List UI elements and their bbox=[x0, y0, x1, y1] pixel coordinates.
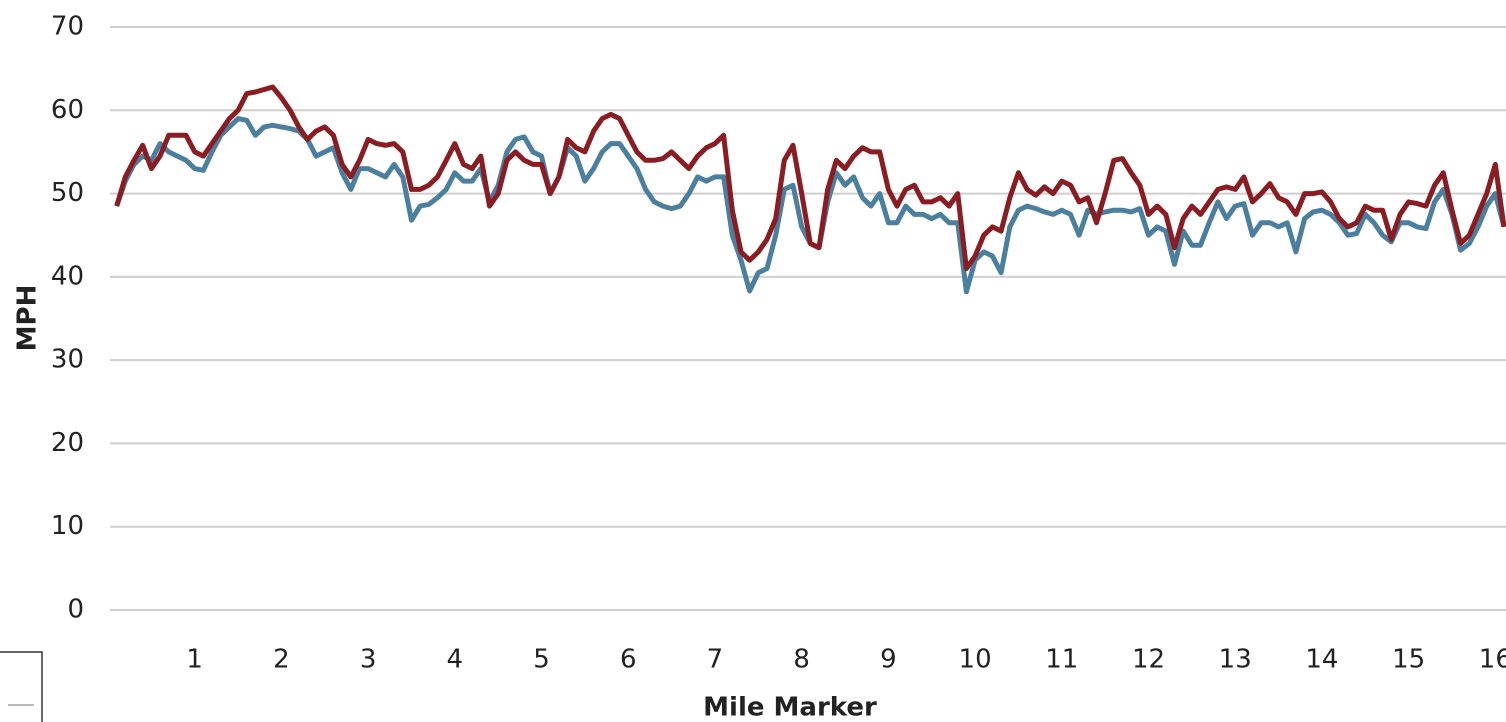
series-line bbox=[114, 116, 1506, 295]
y-axis-title: MPH bbox=[13, 285, 43, 352]
series-line bbox=[114, 84, 1506, 271]
y-tick-label: 60 bbox=[51, 95, 84, 125]
y-tick-label: 0 bbox=[67, 595, 84, 625]
y-tick-label: 20 bbox=[51, 428, 84, 458]
x-tick-label: 7 bbox=[707, 645, 724, 675]
x-tick-label: 12 bbox=[1132, 645, 1165, 675]
x-tick-label: 6 bbox=[620, 645, 637, 675]
x-tick-label: 13 bbox=[1219, 645, 1252, 675]
y-tick-label: 40 bbox=[51, 261, 84, 291]
x-tick-label: 4 bbox=[447, 645, 464, 675]
x-tick-label: 15 bbox=[1392, 645, 1425, 675]
y-tick-label: 70 bbox=[51, 12, 84, 42]
x-tick-label: 9 bbox=[880, 645, 897, 675]
x-tick-label: 11 bbox=[1045, 645, 1078, 675]
x-tick-label: 14 bbox=[1305, 645, 1338, 675]
x-tick-label: 3 bbox=[360, 645, 377, 675]
y-tick-label: 10 bbox=[51, 511, 84, 541]
legend-frame bbox=[0, 651, 43, 722]
x-tick-label: 16 bbox=[1479, 645, 1506, 675]
x-tick-label: 2 bbox=[273, 645, 290, 675]
x-tick-label: 5 bbox=[533, 645, 550, 675]
y-tick-label: 50 bbox=[51, 178, 84, 208]
y-tick-label: 30 bbox=[51, 345, 84, 375]
x-tick-label: 1 bbox=[186, 645, 203, 675]
x-axis-title: Mile Marker bbox=[703, 693, 877, 722]
x-tick-label: 10 bbox=[959, 645, 992, 675]
x-tick-label: 8 bbox=[793, 645, 810, 675]
